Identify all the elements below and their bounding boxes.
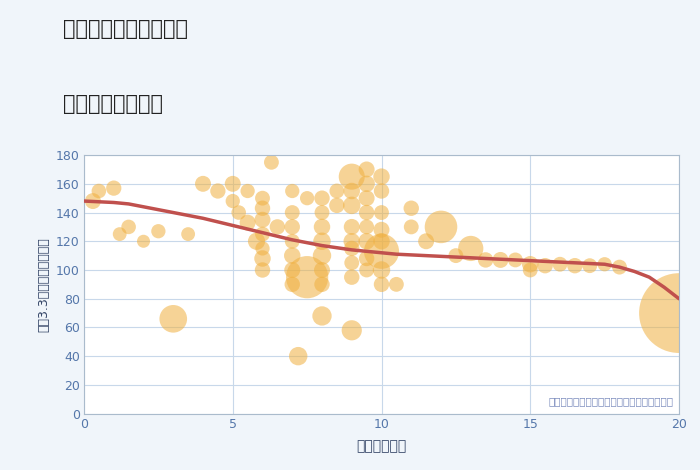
Point bbox=[287, 252, 298, 259]
Point bbox=[123, 223, 134, 231]
Point bbox=[153, 227, 164, 235]
Point bbox=[465, 245, 476, 252]
Point bbox=[233, 209, 244, 216]
Point bbox=[212, 187, 223, 195]
Point bbox=[525, 260, 536, 268]
Point bbox=[88, 197, 99, 205]
Point bbox=[316, 223, 328, 231]
Point bbox=[272, 223, 283, 231]
Point bbox=[316, 195, 328, 202]
Point bbox=[361, 180, 372, 188]
Point bbox=[376, 266, 387, 274]
Point bbox=[391, 281, 402, 288]
Point bbox=[421, 237, 432, 245]
Point bbox=[361, 266, 372, 274]
Point bbox=[406, 204, 417, 212]
Point bbox=[287, 187, 298, 195]
Point bbox=[316, 281, 328, 288]
Point bbox=[257, 216, 268, 223]
Point bbox=[257, 266, 268, 274]
Point bbox=[346, 173, 357, 180]
Y-axis label: 坪（3.3㎡）単価（万円）: 坪（3.3㎡）単価（万円） bbox=[37, 237, 50, 332]
Point bbox=[376, 226, 387, 234]
Point bbox=[331, 187, 342, 195]
Point bbox=[376, 248, 387, 255]
Point bbox=[406, 223, 417, 231]
Point bbox=[287, 209, 298, 216]
Point bbox=[197, 180, 209, 188]
Point bbox=[361, 195, 372, 202]
Point bbox=[316, 209, 328, 216]
Point bbox=[287, 237, 298, 245]
Point bbox=[361, 255, 372, 262]
Point bbox=[93, 187, 104, 195]
Point bbox=[257, 255, 268, 262]
Point bbox=[293, 352, 304, 360]
Point bbox=[346, 187, 357, 195]
Point bbox=[242, 187, 253, 195]
Point bbox=[316, 237, 328, 245]
Point bbox=[114, 230, 125, 238]
Point bbox=[287, 266, 298, 274]
Point bbox=[554, 260, 566, 268]
Point bbox=[346, 223, 357, 231]
Point bbox=[361, 237, 372, 245]
Point bbox=[251, 237, 262, 245]
Point bbox=[168, 315, 179, 322]
Point bbox=[599, 260, 610, 268]
Point bbox=[584, 262, 595, 269]
Point bbox=[138, 237, 149, 245]
Point bbox=[346, 237, 357, 245]
Point bbox=[266, 158, 277, 166]
Point bbox=[257, 230, 268, 238]
Point bbox=[346, 274, 357, 281]
Point bbox=[540, 262, 551, 269]
Point bbox=[361, 166, 372, 173]
X-axis label: 駅距離（分）: 駅距離（分） bbox=[356, 439, 407, 453]
Point bbox=[480, 256, 491, 264]
Point bbox=[302, 274, 313, 281]
Point bbox=[257, 195, 268, 202]
Point bbox=[376, 173, 387, 180]
Point bbox=[227, 180, 238, 188]
Point bbox=[287, 281, 298, 288]
Point bbox=[614, 263, 625, 271]
Point bbox=[227, 197, 238, 205]
Point bbox=[346, 245, 357, 252]
Point bbox=[525, 266, 536, 274]
Point bbox=[495, 256, 506, 264]
Point bbox=[316, 312, 328, 320]
Point bbox=[376, 237, 387, 245]
Point bbox=[510, 256, 521, 264]
Point bbox=[376, 281, 387, 288]
Point bbox=[361, 223, 372, 231]
Point bbox=[346, 202, 357, 209]
Point bbox=[302, 195, 313, 202]
Point bbox=[361, 209, 372, 216]
Point bbox=[450, 252, 461, 259]
Point bbox=[287, 223, 298, 231]
Text: 東京都小金井市東町の: 東京都小金井市東町の bbox=[63, 19, 188, 39]
Text: 駅距離別土地価格: 駅距離別土地価格 bbox=[63, 94, 163, 114]
Point bbox=[376, 209, 387, 216]
Point bbox=[108, 184, 119, 192]
Point bbox=[242, 219, 253, 227]
Point bbox=[316, 252, 328, 259]
Point bbox=[376, 187, 387, 195]
Point bbox=[346, 327, 357, 334]
Point bbox=[183, 230, 194, 238]
Point bbox=[316, 266, 328, 274]
Point bbox=[346, 259, 357, 266]
Point bbox=[673, 309, 685, 317]
Text: 円の大きさは、取引のあった物件面積を示す: 円の大きさは、取引のあった物件面積を示す bbox=[548, 396, 673, 406]
Point bbox=[435, 223, 447, 231]
Point bbox=[257, 204, 268, 212]
Point bbox=[257, 245, 268, 252]
Point bbox=[331, 202, 342, 209]
Point bbox=[569, 262, 580, 269]
